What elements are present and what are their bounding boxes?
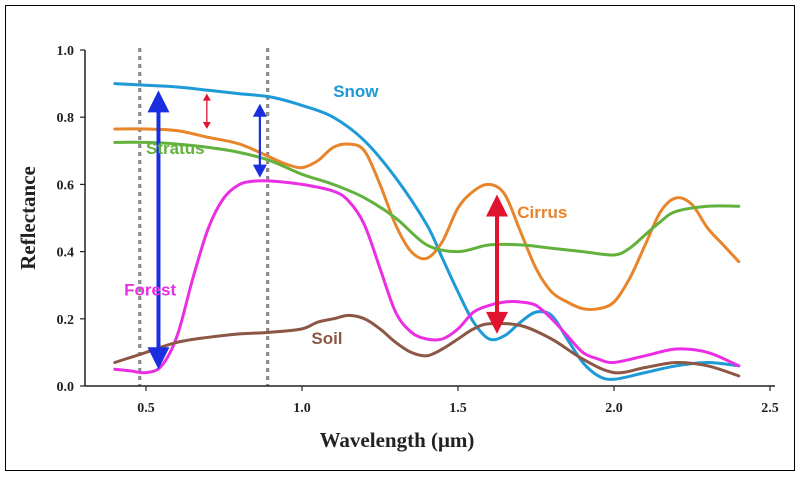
series-line-stratus bbox=[113, 140, 741, 257]
reference-lines bbox=[138, 48, 270, 386]
series-label-forest: Forest bbox=[124, 280, 176, 299]
series-label-stratus: Stratus bbox=[146, 139, 205, 158]
double-arrow-3 bbox=[202, 93, 211, 129]
y-tick-labels: 0.0 0.2 0.4 0.6 0.8 1.0 bbox=[57, 44, 85, 395]
double-arrow-1 bbox=[147, 90, 170, 370]
series-label-cirrus: Cirrus bbox=[517, 203, 567, 222]
arrow-annotations bbox=[147, 90, 508, 370]
arrow-head-down bbox=[202, 121, 211, 129]
series-label-soil: Soil bbox=[311, 329, 342, 348]
arrow-head-down bbox=[486, 311, 508, 334]
y-tick-label: 0.6 bbox=[57, 178, 75, 193]
series-label-snow: Snow bbox=[333, 82, 379, 101]
x-axis-label: Wavelength (μm) bbox=[320, 428, 475, 452]
arrow-head-up bbox=[147, 90, 170, 113]
y-tick-label: 0.2 bbox=[57, 313, 75, 328]
series-labels: Snow Cirrus Stratus Forest Soil bbox=[124, 82, 567, 348]
x-tick-label: 2.5 bbox=[761, 401, 779, 416]
arrow-head-up bbox=[486, 194, 508, 217]
y-tick-label: 1.0 bbox=[57, 44, 75, 59]
axes bbox=[84, 50, 775, 387]
x-tick-label: 2.0 bbox=[605, 401, 623, 416]
arrow-head-down bbox=[147, 347, 170, 370]
y-axis-label: Reflectance bbox=[16, 166, 40, 270]
y-tick-label: 0.4 bbox=[57, 246, 75, 261]
double-arrow-2 bbox=[252, 103, 267, 178]
double-arrow-4 bbox=[486, 194, 508, 334]
arrow-head-up bbox=[202, 93, 211, 101]
arrow-head-down bbox=[252, 164, 267, 178]
series-line-forest bbox=[113, 179, 741, 375]
x-tick-labels: 0.5 1.0 1.5 2.0 2.5 bbox=[137, 386, 779, 416]
x-tick-label: 1.0 bbox=[293, 401, 311, 416]
x-tick-label: 1.5 bbox=[449, 401, 467, 416]
chart-frame bbox=[5, 5, 795, 471]
series-line-cirrus bbox=[113, 127, 741, 312]
x-tick-label: 0.5 bbox=[137, 401, 155, 416]
y-tick-label: 0.8 bbox=[57, 111, 75, 126]
series-line-snow bbox=[113, 82, 741, 381]
series-lines bbox=[113, 82, 741, 381]
y-tick-label: 0.0 bbox=[57, 380, 75, 395]
series-line-soil bbox=[113, 313, 741, 378]
arrow-head-up bbox=[252, 103, 267, 117]
